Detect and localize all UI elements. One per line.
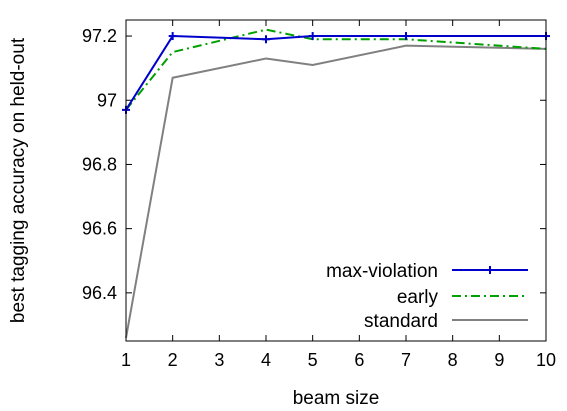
legend-item-early: early	[397, 287, 528, 308]
x-tick-label: 6	[354, 350, 364, 370]
y-tick-label: 96.8	[82, 154, 117, 174]
legend-label: early	[397, 287, 439, 308]
data-point	[262, 35, 270, 44]
series-max-violation	[122, 32, 550, 114]
plot-frame	[125, 19, 547, 342]
data-point	[308, 32, 317, 41]
legend-item-max-violation: max-violation	[326, 261, 528, 282]
x-tick-label: 1	[121, 350, 131, 370]
x-tick-label: 8	[448, 350, 458, 370]
y-tick-label: 96.4	[82, 283, 117, 303]
series-line	[125, 28, 547, 111]
series-line	[125, 35, 546, 111]
y-axis-ticks: 96.4 96.6 96.8 97 97.2	[82, 26, 546, 303]
x-tick-label: 3	[214, 350, 224, 370]
data-point	[168, 32, 177, 41]
x-tick-label: 9	[494, 350, 504, 370]
x-axis-ticks: 1 2 3 4 5 6 7 8 9 10	[121, 20, 556, 370]
x-tick-label: 7	[401, 350, 411, 370]
x-tick-label: 2	[168, 350, 178, 370]
x-tick-label: 4	[261, 350, 271, 370]
legend-label: standard	[364, 311, 438, 332]
x-tick-label: 5	[308, 350, 318, 370]
series-line	[125, 44, 547, 338]
y-tick-label: 97	[97, 90, 117, 110]
y-tick-label: 97.2	[82, 26, 117, 46]
legend-item-standard: standard	[364, 311, 528, 332]
data-point	[402, 32, 410, 41]
series-early	[125, 28, 547, 111]
y-tick-label: 96.6	[82, 219, 117, 239]
plot-series	[122, 28, 550, 338]
y-axis-label: best tagging accuracy on held-out	[8, 37, 29, 323]
series-standard	[125, 44, 547, 338]
legend-label: max-violation	[326, 261, 438, 282]
x-axis-label: beam size	[293, 388, 380, 409]
legend: max-violation early standard	[326, 261, 528, 332]
x-tick-label: 10	[536, 350, 556, 370]
